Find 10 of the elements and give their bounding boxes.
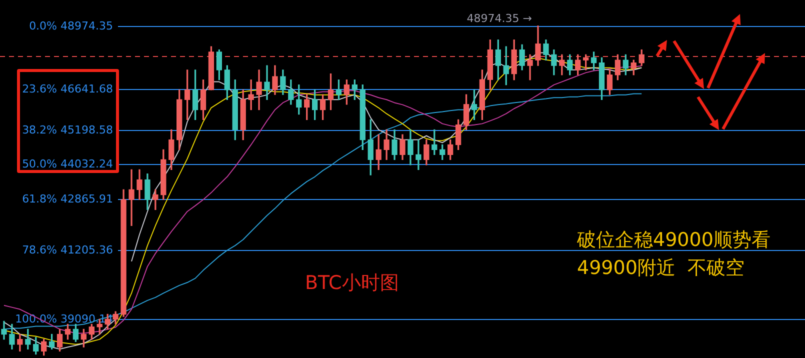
ref-line-label: 38.2% 45198.58: [22, 123, 113, 136]
ref-line-label: 50.0% 44032.24: [22, 157, 113, 170]
annotation: 破位企稳49000顺势看: [577, 229, 770, 252]
annotation: BTC小时图: [305, 272, 399, 295]
annotation: 48974.35 →: [466, 12, 532, 26]
ref-line-label: 23.6% 46641.68: [22, 82, 113, 96]
annotation: 49900附近 不破空: [577, 257, 745, 280]
ref-line-label: 61.8% 42865.91: [22, 192, 113, 206]
ref-line-label: 78.6% 41205.36: [22, 243, 113, 256]
ref-line-label: 0.0% 48974.35: [29, 19, 113, 32]
